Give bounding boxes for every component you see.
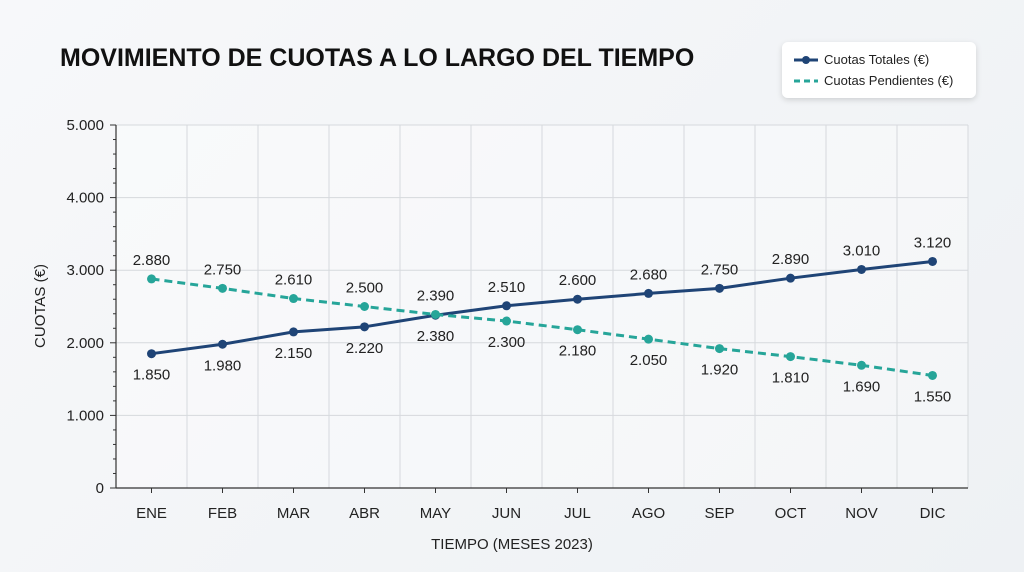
data-point xyxy=(857,360,866,370)
legend: Cuotas Totales (€) Cuotas Pendientes (€) xyxy=(782,42,976,98)
data-label: 1.980 xyxy=(204,357,242,374)
data-label: 1.850 xyxy=(133,367,171,384)
data-label: 2.300 xyxy=(488,334,526,351)
data-label: 2.220 xyxy=(346,340,384,357)
grid xyxy=(116,124,969,488)
data-point xyxy=(644,334,653,344)
x-tick-label: ENE xyxy=(136,505,167,522)
data-label: 2.750 xyxy=(701,261,739,278)
y-tick-label: 3.000 xyxy=(66,262,104,279)
x-tick-label: DIC xyxy=(920,505,946,522)
data-point xyxy=(715,344,724,354)
data-label: 2.610 xyxy=(275,272,313,289)
series-cuotas-totales: 1.850 1.980 2.150 2.220 2.380 2.510 2.600 2.680… xyxy=(133,234,952,383)
series-layer: 1.850 1.980 2.150 2.220 2.380 2.510 2.600 2.680… xyxy=(133,234,952,405)
legend-label-total: Cuotas Totales (€) xyxy=(824,52,929,67)
data-label: 2.890 xyxy=(772,251,810,268)
data-point xyxy=(360,302,369,311)
series-line xyxy=(150,259,934,356)
data-label: 2.150 xyxy=(275,345,313,362)
x-tick-label: FEB xyxy=(208,505,237,522)
data-label: 1.920 xyxy=(701,362,739,379)
data-label: 2.750 xyxy=(204,261,242,278)
data-point xyxy=(786,273,795,283)
x-tick-label: JUL xyxy=(564,505,591,522)
x-tick-label: ABR xyxy=(349,505,380,522)
y-tick-label: 4.000 xyxy=(66,190,104,207)
data-label: 2.500 xyxy=(346,280,384,297)
data-point xyxy=(857,264,866,274)
data-label: 2.680 xyxy=(630,266,668,283)
x-tick-labels: ENE FEB MAR ABR MAY JUN JUL AGO SEP OCT NOV DIC xyxy=(136,505,946,522)
series-cuotas-pendientes: 2.880 2.750 2.610 2.500 2.390 2.300 2.180 2.050… xyxy=(133,252,952,406)
data-label: 2.380 xyxy=(417,328,455,345)
legend-label-pending: Cuotas Pendientes (€) xyxy=(824,73,953,88)
series-line xyxy=(151,277,933,377)
legend-marker-total xyxy=(802,56,810,64)
x-tick-label: MAR xyxy=(277,505,311,522)
data-label: 1.690 xyxy=(843,378,881,395)
y-tick-labels: 0 1.000 2.000 3.000 4.000 5.000 xyxy=(66,117,104,497)
x-axis-label: TIEMPO (MESES 2023) xyxy=(431,536,593,553)
data-point xyxy=(644,288,653,298)
y-axis-label: CUOTAS (€) xyxy=(32,264,49,348)
data-point xyxy=(431,309,440,319)
data-label: 1.550 xyxy=(914,388,952,405)
data-point xyxy=(573,294,582,304)
data-point xyxy=(502,301,511,311)
y-tick-label: 0 xyxy=(96,480,104,497)
data-point xyxy=(218,339,227,349)
data-point xyxy=(715,283,724,293)
data-label: 3.010 xyxy=(843,242,881,259)
legend-box xyxy=(782,42,976,98)
data-label: 2.390 xyxy=(417,287,455,304)
data-label: 3.120 xyxy=(914,234,952,251)
axes xyxy=(110,124,968,493)
data-point xyxy=(573,325,582,335)
data-point xyxy=(147,349,156,359)
y-tick-label: 1.000 xyxy=(66,407,104,424)
data-point xyxy=(502,316,511,326)
x-tick-label: MAY xyxy=(420,505,451,522)
data-label: 2.050 xyxy=(630,352,668,369)
x-tick-label: JUN xyxy=(492,505,521,522)
data-point xyxy=(289,327,298,337)
data-point xyxy=(928,370,937,380)
x-tick-label: AGO xyxy=(632,505,665,522)
y-tick-label: 5.000 xyxy=(66,117,104,134)
data-point xyxy=(786,352,795,362)
x-tick-label: NOV xyxy=(845,505,878,522)
data-point xyxy=(928,256,937,266)
chart-title: MOVIMIENTO DE CUOTAS A LO LARGO DEL TIEM… xyxy=(60,44,694,72)
data-label: 2.180 xyxy=(559,343,597,360)
data-label: 2.510 xyxy=(488,279,526,296)
data-label: 2.600 xyxy=(559,272,597,289)
data-label: 2.880 xyxy=(133,252,171,269)
data-point xyxy=(147,274,156,284)
data-point xyxy=(289,294,298,304)
data-point xyxy=(360,322,369,332)
x-tick-label: SEP xyxy=(704,505,734,522)
y-tick-label: 2.000 xyxy=(66,335,104,352)
data-label: 1.810 xyxy=(772,370,810,387)
x-tick-label: OCT xyxy=(775,505,807,522)
data-point xyxy=(218,283,227,293)
